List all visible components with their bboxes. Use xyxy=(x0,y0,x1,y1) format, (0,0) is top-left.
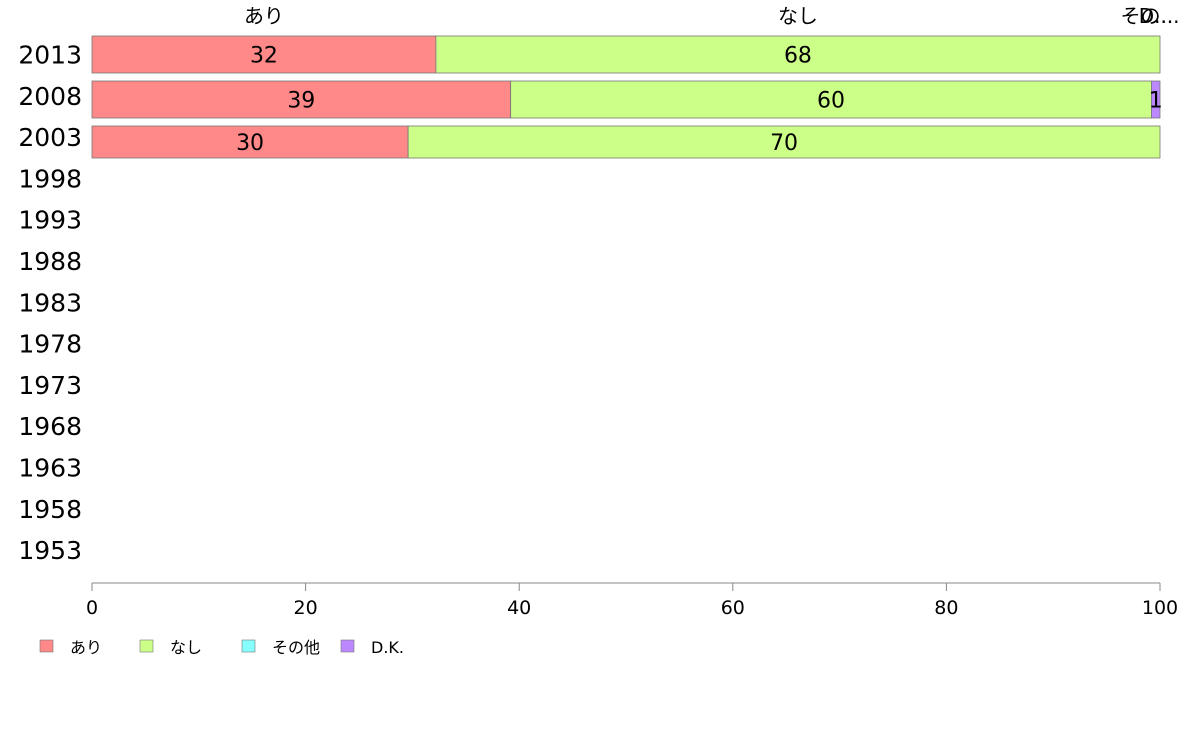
legend-swatch xyxy=(340,639,355,653)
legend: あり なし その他 D.K. xyxy=(39,638,404,657)
data-label: 60 xyxy=(817,89,845,114)
bar-segment xyxy=(91,125,409,159)
legend-label: あり xyxy=(70,638,102,657)
year-label: 1958 xyxy=(18,495,82,524)
x-tick-label: 100 xyxy=(1142,597,1178,619)
year-labels: 2013 2008 2003 1998 1993 1988 1983 1978 1973 1968… xyxy=(18,41,82,566)
year-label: 1978 xyxy=(18,330,82,359)
top-category-label: D... xyxy=(1139,4,1173,28)
year-label: 2013 xyxy=(18,41,82,70)
data-label: 70 xyxy=(770,131,798,156)
bar-segment xyxy=(91,35,437,74)
year-label: 1983 xyxy=(18,288,82,317)
bars: 32 68 39 60 1 30 70 xyxy=(91,35,1163,159)
x-tick-label: 20 xyxy=(294,597,318,619)
legend-swatch xyxy=(39,639,54,653)
year-label: 1953 xyxy=(18,536,82,565)
data-label: 1 xyxy=(1149,89,1163,114)
top-category-label: あり xyxy=(244,4,284,28)
legend-label: なし xyxy=(170,638,202,657)
top-category-label: なし xyxy=(778,4,818,28)
legend-swatch xyxy=(241,639,256,653)
x-tick-label: 80 xyxy=(934,597,958,619)
bar-segment xyxy=(1151,80,1161,119)
bar-segment xyxy=(435,35,1161,74)
data-label: 68 xyxy=(784,44,812,69)
top-category-label: その... xyxy=(1120,4,1179,28)
bar-segment xyxy=(407,125,1161,159)
year-label: 2008 xyxy=(18,82,82,111)
data-label: 32 xyxy=(250,44,278,69)
x-tick-label: 0 xyxy=(86,597,98,619)
year-label: 1988 xyxy=(18,247,82,276)
legend-swatch xyxy=(139,639,154,653)
year-label: 2003 xyxy=(18,123,82,152)
year-label: 1993 xyxy=(18,206,82,235)
year-label: 1973 xyxy=(18,371,82,400)
x-axis: 0 20 40 60 80 100 xyxy=(86,582,1178,619)
year-label: 1998 xyxy=(18,164,82,193)
legend-label: D.K. xyxy=(371,638,404,657)
x-tick-label: 40 xyxy=(507,597,531,619)
legend-label: その他 xyxy=(272,638,320,657)
top-category-labels: あり なし その...D... xyxy=(244,4,1180,28)
year-label: 1968 xyxy=(18,412,82,441)
bar-segment xyxy=(510,80,1152,119)
data-label: 39 xyxy=(287,89,315,114)
x-tick-label: 60 xyxy=(721,597,745,619)
bar-segment xyxy=(91,80,512,119)
data-label: 30 xyxy=(236,131,264,156)
year-label: 1963 xyxy=(18,454,82,483)
